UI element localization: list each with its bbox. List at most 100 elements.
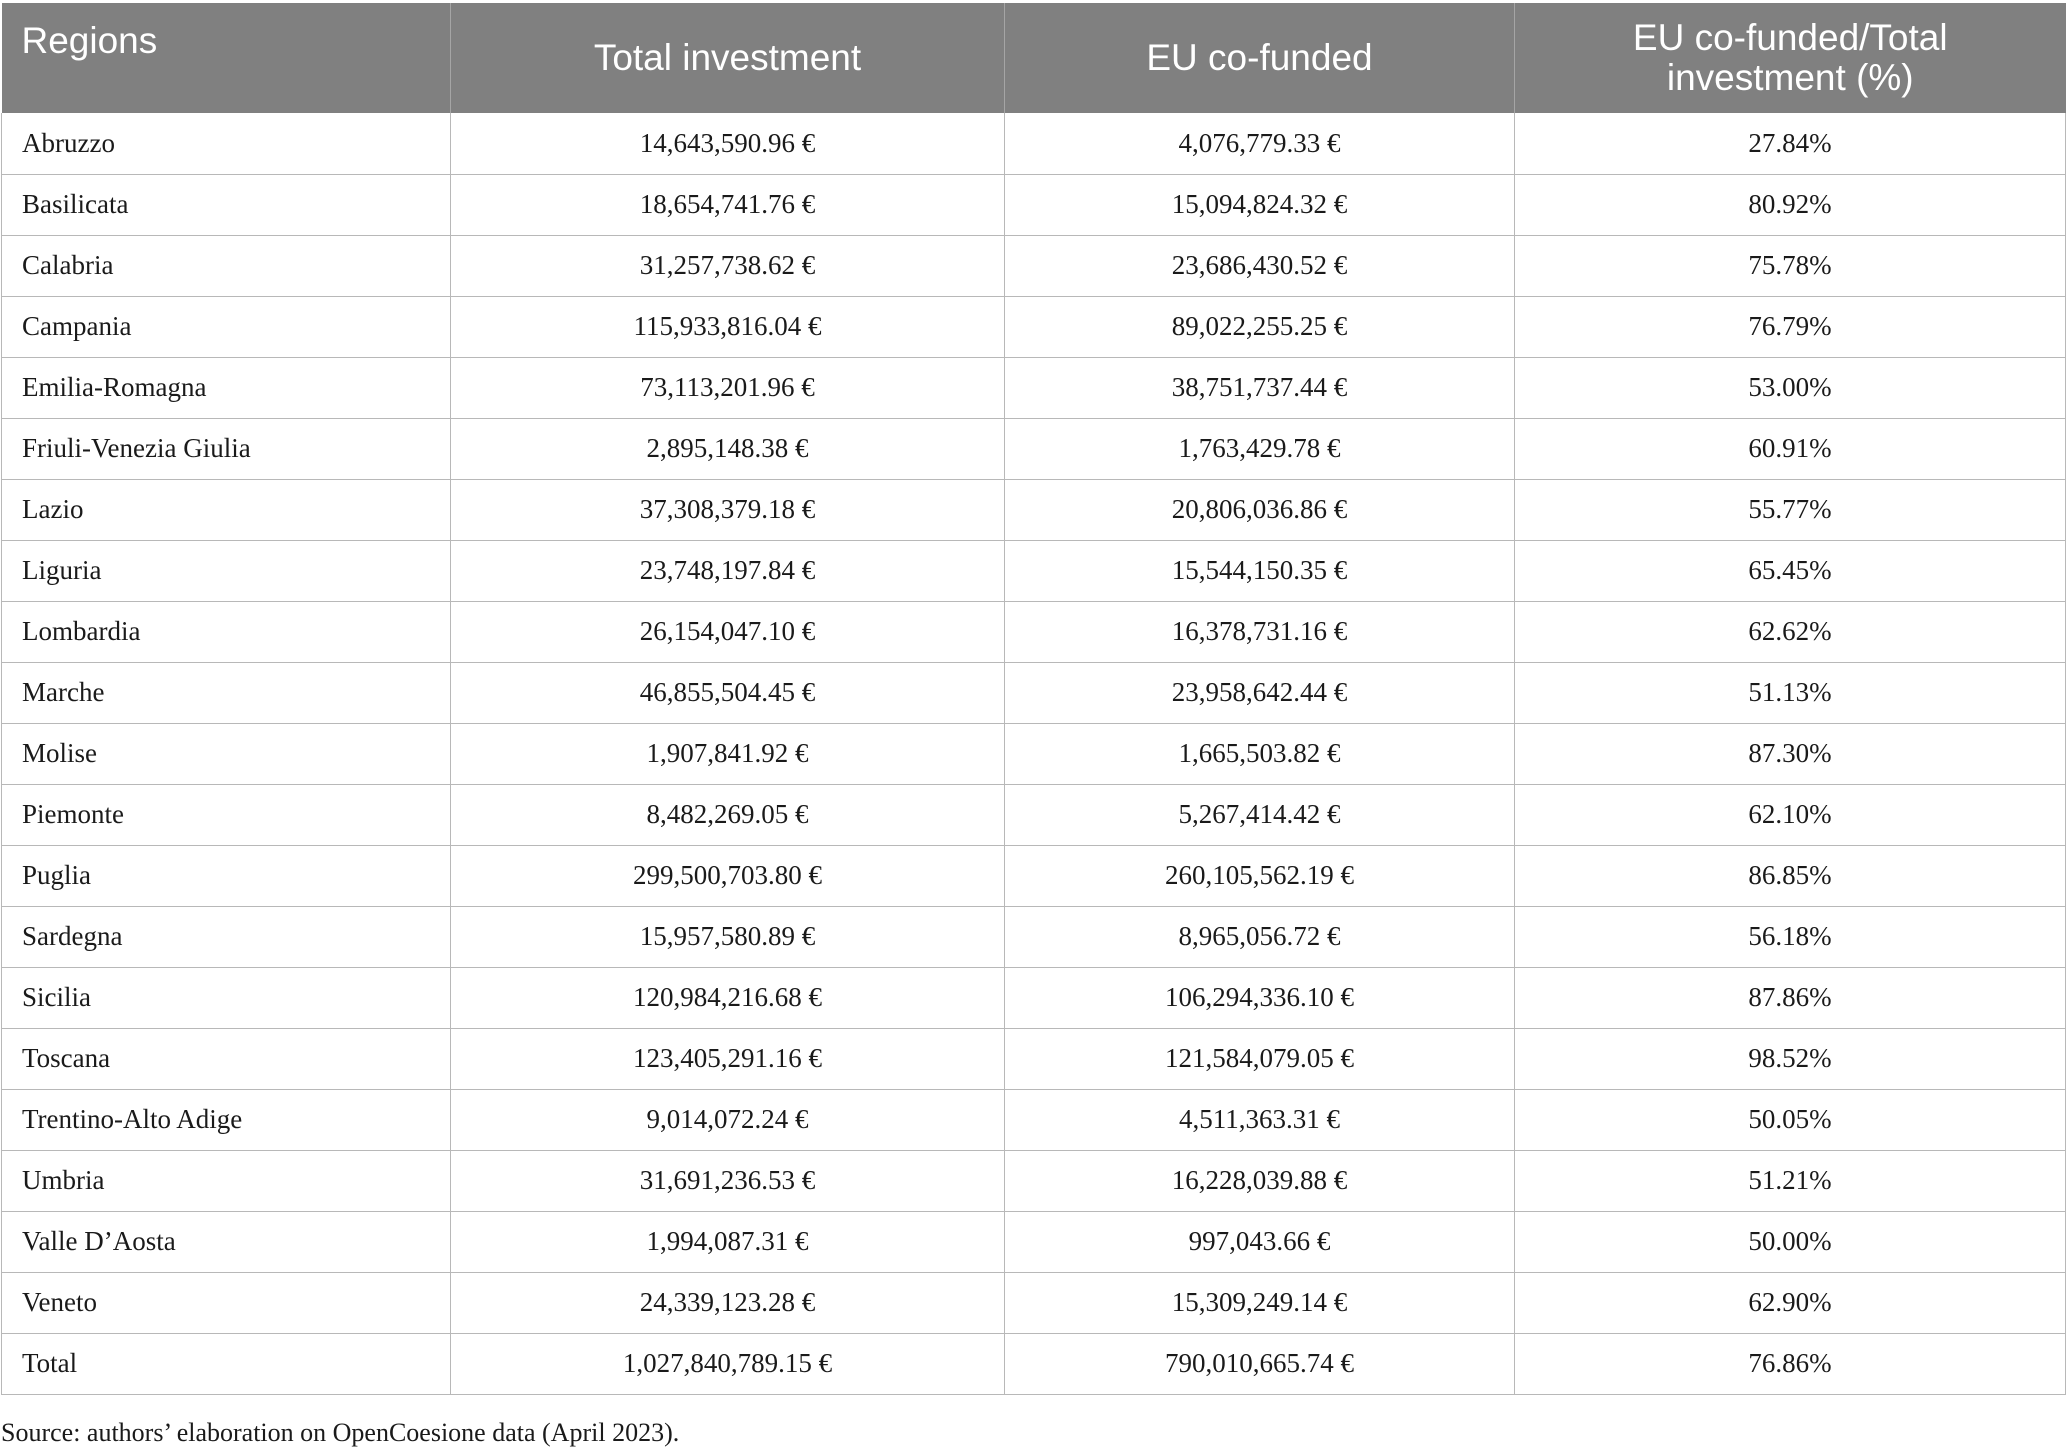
cell-eu-share: 27.84% bbox=[1514, 113, 2066, 175]
table-row: Molise 1,907,841.92 €1,665,503.82 €87.30% bbox=[1, 723, 2066, 785]
cell-region: Emilia-Romagna bbox=[1, 357, 451, 419]
cell-eu-share: 76.79% bbox=[1514, 296, 2066, 358]
cell-eu-share: 55.77% bbox=[1514, 479, 2066, 541]
cell-eu-share: 86.85% bbox=[1514, 845, 2066, 907]
cell-eu-share: 60.91% bbox=[1514, 418, 2066, 480]
cell-region: Puglia bbox=[1, 845, 451, 907]
header-eu-co-funded: EU co-funded bbox=[1004, 3, 1515, 113]
table-body: Abruzzo 14,643,590.96 €4,076,779.33 €27.8… bbox=[1, 113, 2066, 1395]
cell-region: Sardegna bbox=[1, 906, 451, 968]
data-table-container: Regions Total investment EU co-funded EU… bbox=[1, 3, 2066, 1395]
source-note: Source: authors’ elaboration on OpenCoes… bbox=[1, 1418, 680, 1447]
cell-eu-share: 80.92% bbox=[1514, 174, 2066, 236]
cell-eu-co-funded: 23,686,430.52 € bbox=[1004, 235, 1515, 297]
cell-eu-co-funded: 38,751,737.44 € bbox=[1004, 357, 1515, 419]
cell-total-investment: 37,308,379.18 € bbox=[450, 479, 1005, 541]
cell-region: Abruzzo bbox=[1, 113, 451, 175]
cell-region: Total bbox=[1, 1333, 451, 1395]
cell-total-investment: 8,482,269.05 € bbox=[450, 784, 1005, 846]
cell-eu-co-funded: 89,022,255.25 € bbox=[1004, 296, 1515, 358]
table-header: Regions Total investment EU co-funded EU… bbox=[1, 3, 2066, 113]
cell-eu-share: 98.52% bbox=[1514, 1028, 2066, 1090]
header-eu-share-line2: investment (%) bbox=[1666, 57, 1914, 98]
table-row: Total 1,027,840,789.15 €790,010,665.74 €7… bbox=[1, 1333, 2066, 1395]
cell-eu-share: 51.13% bbox=[1514, 662, 2066, 724]
cell-total-investment: 2,895,148.38 € bbox=[450, 418, 1005, 480]
cell-eu-co-funded: 1,763,429.78 € bbox=[1004, 418, 1515, 480]
cell-eu-share: 50.05% bbox=[1514, 1089, 2066, 1151]
cell-eu-share: 53.00% bbox=[1514, 357, 2066, 419]
table-row: Lazio 37,308,379.18 €20,806,036.86 €55.77… bbox=[1, 479, 2066, 541]
table-row: Trentino-Alto Adige 9,014,072.24 €4,511,3… bbox=[1, 1089, 2066, 1151]
cell-eu-share: 56.18% bbox=[1514, 906, 2066, 968]
cell-eu-co-funded: 15,544,150.35 € bbox=[1004, 540, 1515, 602]
cell-total-investment: 14,643,590.96 € bbox=[450, 113, 1005, 175]
cell-eu-co-funded: 5,267,414.42 € bbox=[1004, 784, 1515, 846]
cell-eu-co-funded: 4,511,363.31 € bbox=[1004, 1089, 1515, 1151]
table-row: Friuli-Venezia Giulia 2,895,148.38 €1,763… bbox=[1, 418, 2066, 480]
cell-total-investment: 31,257,738.62 € bbox=[450, 235, 1005, 297]
table-row: Campania 115,933,816.04 €89,022,255.25 €7… bbox=[1, 296, 2066, 358]
cell-total-investment: 1,994,087.31 € bbox=[450, 1211, 1005, 1273]
table-row: Veneto 24,339,123.28 €15,309,249.14 €62.9… bbox=[1, 1272, 2066, 1334]
cell-eu-share: 75.78% bbox=[1514, 235, 2066, 297]
cell-total-investment: 24,339,123.28 € bbox=[450, 1272, 1005, 1334]
cell-eu-co-funded: 16,378,731.16 € bbox=[1004, 601, 1515, 663]
cell-total-investment: 1,907,841.92 € bbox=[450, 723, 1005, 785]
cell-total-investment: 26,154,047.10 € bbox=[450, 601, 1005, 663]
cell-eu-co-funded: 15,094,824.32 € bbox=[1004, 174, 1515, 236]
cell-region: Sicilia bbox=[1, 967, 451, 1029]
header-regions: Regions bbox=[1, 3, 451, 113]
cell-total-investment: 9,014,072.24 € bbox=[450, 1089, 1005, 1151]
cell-eu-share: 76.86% bbox=[1514, 1333, 2066, 1395]
table-row: Marche 46,855,504.45 €23,958,642.44 €51.1… bbox=[1, 662, 2066, 724]
header-total-investment: Total investment bbox=[450, 3, 1005, 113]
table-row: Calabria 31,257,738.62 €23,686,430.52 €75… bbox=[1, 235, 2066, 297]
cell-region: Lazio bbox=[1, 479, 451, 541]
cell-total-investment: 123,405,291.16 € bbox=[450, 1028, 1005, 1090]
cell-eu-share: 87.86% bbox=[1514, 967, 2066, 1029]
cell-eu-share: 87.30% bbox=[1514, 723, 2066, 785]
cell-region: Campania bbox=[1, 296, 451, 358]
table-row: Umbria 31,691,236.53 €16,228,039.88 €51.2… bbox=[1, 1150, 2066, 1212]
cell-region: Toscana bbox=[1, 1028, 451, 1090]
cell-region: Valle D’Aosta bbox=[1, 1211, 451, 1273]
cell-total-investment: 15,957,580.89 € bbox=[450, 906, 1005, 968]
cell-eu-co-funded: 20,806,036.86 € bbox=[1004, 479, 1515, 541]
cell-region: Trentino-Alto Adige bbox=[1, 1089, 451, 1151]
cell-eu-share: 65.45% bbox=[1514, 540, 2066, 602]
investment-table: Regions Total investment EU co-funded EU… bbox=[1, 3, 2066, 1395]
header-eu-share: EU co-funded/Total investment (%) bbox=[1514, 3, 2066, 113]
cell-region: Liguria bbox=[1, 540, 451, 602]
cell-region: Lombardia bbox=[1, 601, 451, 663]
cell-total-investment: 31,691,236.53 € bbox=[450, 1150, 1005, 1212]
cell-region: Calabria bbox=[1, 235, 451, 297]
cell-total-investment: 46,855,504.45 € bbox=[450, 662, 1005, 724]
cell-eu-share: 51.21% bbox=[1514, 1150, 2066, 1212]
cell-region: Basilicata bbox=[1, 174, 451, 236]
table-row: Piemonte 8,482,269.05 €5,267,414.42 €62.1… bbox=[1, 784, 2066, 846]
table-row: Sicilia 120,984,216.68 €106,294,336.10 €8… bbox=[1, 967, 2066, 1029]
cell-total-investment: 23,748,197.84 € bbox=[450, 540, 1005, 602]
cell-eu-co-funded: 16,228,039.88 € bbox=[1004, 1150, 1515, 1212]
table-row: Basilicata 18,654,741.76 €15,094,824.32 €… bbox=[1, 174, 2066, 236]
cell-eu-co-funded: 8,965,056.72 € bbox=[1004, 906, 1515, 968]
table-row: Emilia-Romagna 73,113,201.96 €38,751,737.… bbox=[1, 357, 2066, 419]
cell-region: Veneto bbox=[1, 1272, 451, 1334]
cell-region: Umbria bbox=[1, 1150, 451, 1212]
cell-total-investment: 18,654,741.76 € bbox=[450, 174, 1005, 236]
cell-eu-share: 62.90% bbox=[1514, 1272, 2066, 1334]
cell-total-investment: 1,027,840,789.15 € bbox=[450, 1333, 1005, 1395]
table-row: Liguria 23,748,197.84 €15,544,150.35 €65.… bbox=[1, 540, 2066, 602]
table-row: Valle D’Aosta 1,994,087.31 €997,043.66 €5… bbox=[1, 1211, 2066, 1273]
cell-total-investment: 120,984,216.68 € bbox=[450, 967, 1005, 1029]
cell-total-investment: 115,933,816.04 € bbox=[450, 296, 1005, 358]
cell-eu-share: 50.00% bbox=[1514, 1211, 2066, 1273]
cell-region: Molise bbox=[1, 723, 451, 785]
cell-eu-co-funded: 106,294,336.10 € bbox=[1004, 967, 1515, 1029]
cell-region: Friuli-Venezia Giulia bbox=[1, 418, 451, 480]
cell-eu-co-funded: 997,043.66 € bbox=[1004, 1211, 1515, 1273]
cell-eu-co-funded: 260,105,562.19 € bbox=[1004, 845, 1515, 907]
cell-eu-co-funded: 15,309,249.14 € bbox=[1004, 1272, 1515, 1334]
cell-eu-co-funded: 121,584,079.05 € bbox=[1004, 1028, 1515, 1090]
